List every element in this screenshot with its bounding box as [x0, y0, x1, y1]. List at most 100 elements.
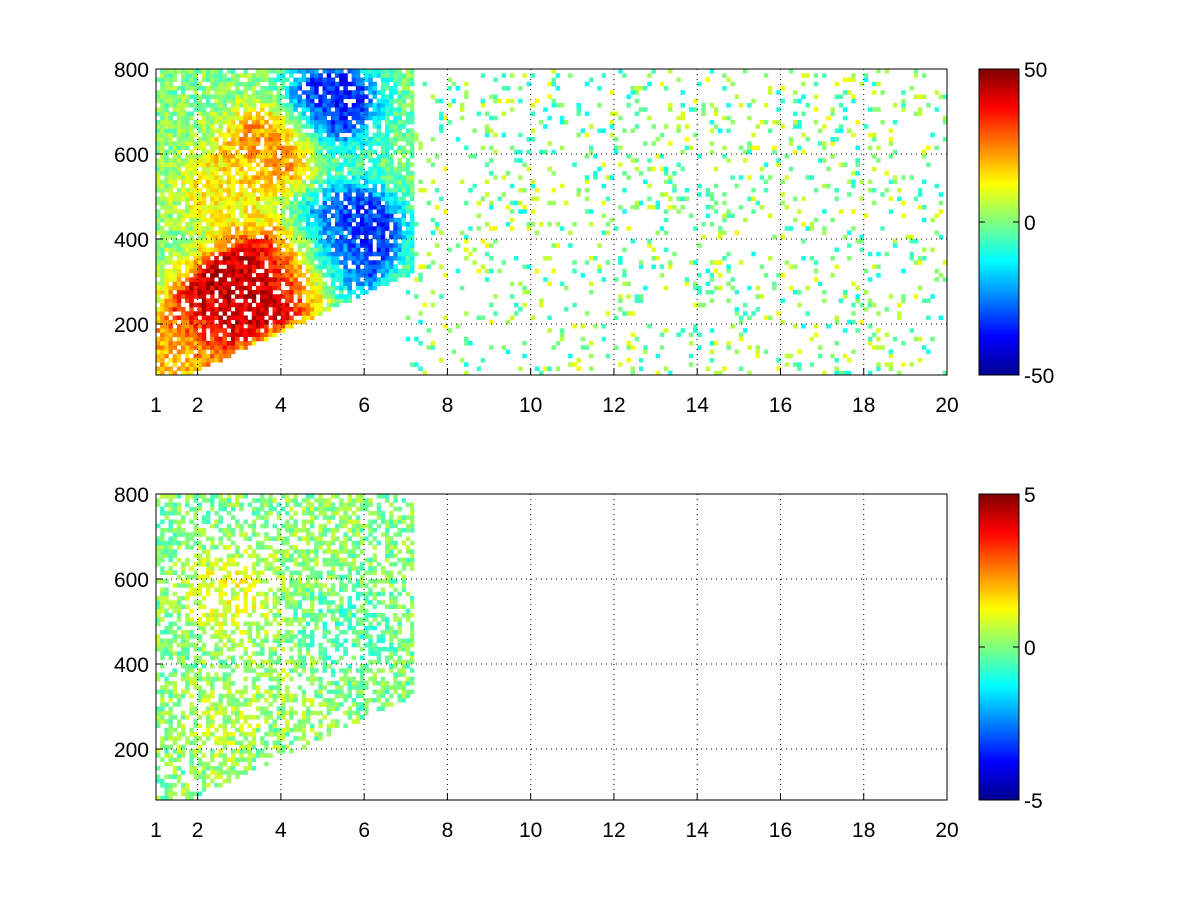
- heatmap-cell: [322, 217, 327, 223]
- heatmap-cell: [201, 137, 207, 142]
- heatmap-cell: [643, 107, 648, 112]
- heatmap-cell: [189, 319, 194, 325]
- heatmap-cell: [747, 145, 752, 151]
- heatmap-cell: [493, 98, 498, 104]
- heatmap-cell: [230, 132, 236, 138]
- heatmap-cell: [384, 81, 390, 87]
- heatmap-cell: [189, 290, 194, 295]
- heatmap-cell: [722, 115, 727, 121]
- heatmap-cell: [168, 332, 173, 338]
- heatmap-cell: [201, 103, 207, 108]
- heatmap-cell: [160, 736, 165, 741]
- heatmap-cell: [193, 154, 198, 159]
- heatmap-cell: [197, 600, 203, 605]
- heatmap-cell: [280, 149, 286, 155]
- heatmap-cell: [185, 205, 190, 210]
- heatmap-cell: [251, 307, 257, 312]
- heatmap-cell: [164, 494, 169, 499]
- heatmap-cell: [638, 171, 644, 176]
- heatmap-cell: [239, 103, 244, 108]
- heatmap-cell: [792, 149, 798, 155]
- heatmap-cell: [201, 86, 207, 91]
- heatmap-cell: [339, 285, 344, 291]
- heatmap-cell: [330, 115, 336, 121]
- heatmap-cell: [160, 90, 165, 95]
- heatmap-cell: [260, 128, 265, 134]
- heatmap-cell: [226, 217, 232, 223]
- heatmap-cell: [847, 243, 852, 248]
- heatmap-cell: [501, 192, 506, 197]
- heatmap-cell: [185, 795, 190, 801]
- heatmap-cell: [164, 77, 169, 83]
- heatmap-cell: [189, 264, 194, 270]
- heatmap-cell: [268, 162, 273, 168]
- heatmap-cell: [193, 336, 198, 342]
- heatmap-cell: [280, 205, 286, 210]
- heatmap-cell: [351, 166, 357, 172]
- heatmap-cell: [876, 366, 881, 372]
- heatmap-cell: [172, 681, 178, 686]
- heatmap-cell: [272, 281, 278, 287]
- heatmap-cell: [518, 307, 523, 312]
- heatmap-cell: [301, 154, 307, 159]
- heatmap-cell: [701, 302, 706, 308]
- heatmap-cell: [164, 625, 169, 631]
- heatmap-cell: [322, 192, 327, 197]
- heatmap-cell: [934, 145, 939, 151]
- heatmap-cell: [530, 111, 536, 117]
- heatmap-cell: [938, 192, 944, 197]
- heatmap-cell: [318, 171, 323, 176]
- heatmap-cell: [901, 341, 906, 346]
- heatmap-cell: [301, 137, 307, 142]
- heatmap-cell: [201, 205, 207, 210]
- heatmap-cell: [322, 209, 327, 214]
- heatmap-cell: [880, 192, 885, 197]
- heatmap-cell: [243, 69, 248, 74]
- heatmap-cell: [301, 73, 307, 78]
- heatmap-cell: [235, 264, 240, 270]
- heatmap-cell: [343, 128, 348, 134]
- heatmap-cell: [418, 366, 423, 372]
- heatmap-cell: [193, 243, 198, 248]
- heatmap-cell: [801, 222, 806, 227]
- heatmap-cell: [185, 545, 190, 550]
- heatmap-cell: [160, 647, 165, 652]
- heatmap-cell: [210, 702, 215, 707]
- heatmap-cell: [368, 98, 373, 104]
- heatmap-cell: [197, 723, 203, 729]
- heatmap-cell: [834, 358, 840, 363]
- heatmap-cell: [297, 69, 303, 74]
- heatmap-cell: [867, 251, 873, 257]
- heatmap-cell: [156, 281, 161, 287]
- heatmap-cell: [409, 107, 415, 112]
- heatmap-cell: [201, 515, 207, 520]
- heatmap-cell: [330, 256, 336, 261]
- heatmap-cell: [364, 183, 369, 189]
- heatmap-cell: [168, 710, 173, 716]
- heatmap-cell: [251, 328, 257, 333]
- heatmap-cell: [368, 205, 373, 210]
- heatmap-cell: [751, 132, 756, 138]
- heatmap-cell: [156, 647, 161, 652]
- heatmap-cell: [326, 120, 332, 125]
- heatmap-cell: [156, 222, 161, 227]
- heatmap-cell: [718, 273, 723, 278]
- heatmap-cell: [226, 111, 232, 117]
- heatmap-cell: [380, 256, 386, 261]
- heatmap-cell: [185, 642, 190, 648]
- heatmap-cell: [888, 366, 894, 372]
- heatmap-cell: [380, 251, 386, 257]
- heatmap-cell: [489, 226, 494, 231]
- heatmap-cell: [668, 260, 673, 265]
- heatmap-cell: [180, 251, 186, 257]
- heatmap-cell: [172, 736, 178, 741]
- heatmap-cell: [305, 103, 311, 108]
- heatmap-cell: [160, 311, 165, 316]
- heatmap-cell: [409, 209, 415, 214]
- heatmap-cell: [351, 277, 357, 282]
- heatmap-cell: [310, 213, 315, 219]
- heatmap-cell: [164, 162, 169, 168]
- heatmap-cell: [547, 222, 552, 227]
- heatmap-cell: [160, 188, 165, 193]
- heatmap-cell: [243, 158, 248, 163]
